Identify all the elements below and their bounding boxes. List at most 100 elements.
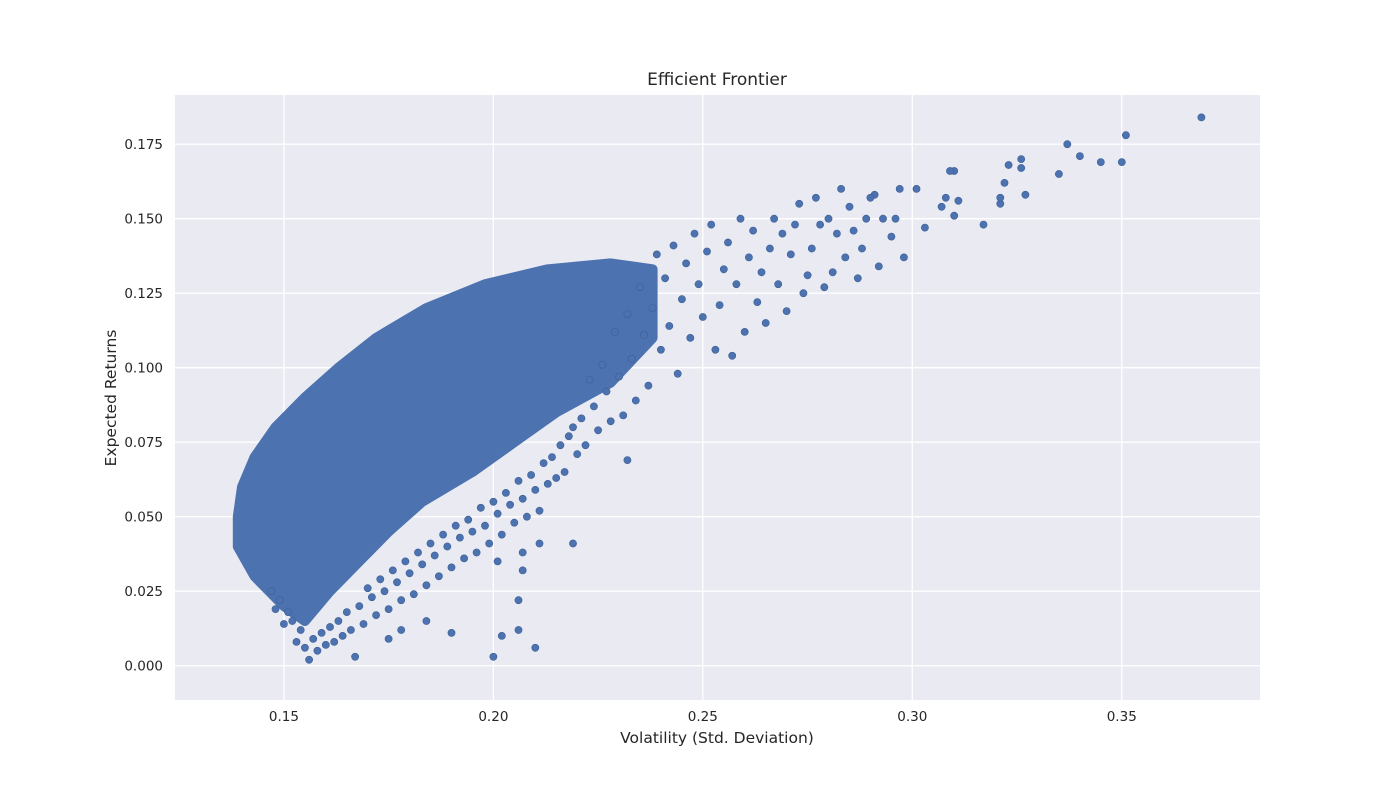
scatter-point bbox=[678, 295, 686, 304]
scatter-point bbox=[749, 226, 757, 235]
scatter-point bbox=[372, 611, 380, 619]
scatter-point bbox=[707, 220, 716, 229]
scatter-point bbox=[564, 432, 573, 441]
x-tick-label: 0.20 bbox=[478, 709, 508, 725]
scatter-point bbox=[548, 453, 556, 461]
scatter-point bbox=[556, 441, 565, 450]
scatter-point bbox=[468, 527, 477, 536]
scatter-point bbox=[309, 635, 318, 643]
scatter-point bbox=[334, 617, 343, 625]
y-tick-label: 0.050 bbox=[124, 510, 163, 526]
scatter-point bbox=[912, 184, 921, 193]
scatter-point bbox=[833, 229, 841, 238]
scatter-point bbox=[330, 638, 339, 646]
scatter-point bbox=[455, 533, 464, 542]
scatter-point bbox=[686, 333, 695, 342]
scatter-point bbox=[518, 494, 527, 503]
scatter-point bbox=[346, 626, 355, 634]
scatter-point bbox=[824, 214, 833, 223]
scatter-point bbox=[326, 623, 334, 631]
scatter-point bbox=[321, 641, 330, 649]
scatter-point bbox=[611, 327, 619, 336]
scatter-point bbox=[816, 220, 824, 229]
scatter-point bbox=[447, 629, 456, 637]
x-axis-label: Volatility (Std. Deviation) bbox=[620, 729, 814, 747]
scatter-point bbox=[812, 193, 820, 202]
scatter-point bbox=[535, 506, 544, 515]
scatter-point bbox=[602, 387, 611, 396]
scatter-point bbox=[497, 632, 506, 640]
scatter-point bbox=[1122, 131, 1130, 140]
scatter-point bbox=[1063, 140, 1072, 149]
scatter-point bbox=[355, 602, 364, 610]
scatter-point bbox=[523, 512, 531, 521]
scatter-point bbox=[627, 354, 636, 363]
scatter-point bbox=[514, 626, 523, 634]
scatter-point bbox=[736, 214, 745, 223]
scatter-point bbox=[1197, 113, 1206, 122]
scatter-point bbox=[853, 274, 862, 283]
x-tick-label: 0.25 bbox=[688, 709, 718, 725]
scatter-point bbox=[531, 643, 540, 652]
scatter-point bbox=[288, 617, 297, 625]
y-axis-label: Expected Returns bbox=[102, 330, 120, 467]
scatter-point bbox=[422, 617, 431, 625]
scatter-point bbox=[300, 643, 309, 652]
scatter-point bbox=[510, 518, 519, 527]
scatter-point bbox=[900, 253, 908, 262]
scatter-point bbox=[623, 310, 632, 318]
scatter-point bbox=[615, 372, 623, 381]
scatter-point bbox=[950, 211, 959, 220]
scatter-point bbox=[552, 474, 561, 482]
scatter-point bbox=[338, 632, 347, 640]
scatter-point bbox=[393, 578, 401, 587]
scatter-point bbox=[786, 250, 795, 259]
scatter-point bbox=[996, 193, 1005, 202]
x-tick-label: 0.15 bbox=[269, 709, 299, 725]
scatter-point bbox=[719, 265, 728, 274]
scatter-point bbox=[489, 652, 498, 661]
scatter-point bbox=[1076, 152, 1084, 160]
scatter-point bbox=[476, 503, 485, 512]
scatter-point bbox=[363, 584, 372, 593]
scatter-point bbox=[828, 268, 837, 277]
scatter-point bbox=[594, 426, 602, 435]
scatter-point bbox=[849, 226, 858, 235]
scatter-point bbox=[493, 557, 502, 566]
scatter-point bbox=[862, 214, 871, 223]
scatter-point bbox=[577, 414, 586, 423]
scatter-point bbox=[296, 626, 305, 634]
scatter-point bbox=[690, 229, 699, 238]
scatter-point bbox=[447, 563, 456, 572]
y-tick-label: 0.150 bbox=[124, 212, 163, 228]
scatter-point bbox=[715, 301, 724, 309]
scatter-point bbox=[698, 313, 707, 321]
y-tick-label: 0.000 bbox=[124, 659, 163, 675]
scatter-point bbox=[631, 396, 640, 405]
scatter-point bbox=[518, 548, 527, 557]
scatter-point bbox=[539, 459, 548, 467]
scatter-point bbox=[640, 330, 649, 339]
scatter-point bbox=[573, 450, 582, 458]
scatter-point bbox=[569, 423, 577, 432]
scatter-point bbox=[497, 530, 506, 539]
scatter-point bbox=[732, 280, 741, 289]
scatter-point bbox=[585, 375, 594, 384]
scatter-point bbox=[451, 521, 460, 530]
scatter-point bbox=[703, 247, 711, 256]
y-tick-label: 0.125 bbox=[124, 286, 163, 302]
scatter-point bbox=[493, 509, 502, 518]
scatter-point bbox=[1096, 158, 1105, 166]
scatter-point bbox=[636, 283, 644, 292]
scatter-point bbox=[891, 214, 900, 223]
scatter-point bbox=[954, 196, 963, 205]
scatter-point bbox=[506, 500, 514, 509]
scatter-point bbox=[380, 587, 389, 596]
y-tick-label: 0.075 bbox=[124, 435, 163, 451]
scatter-point bbox=[1000, 178, 1009, 187]
scatter-point bbox=[275, 596, 284, 605]
scatter-point bbox=[858, 244, 866, 253]
scatter-point bbox=[527, 471, 535, 479]
scatter-point bbox=[1004, 161, 1013, 169]
